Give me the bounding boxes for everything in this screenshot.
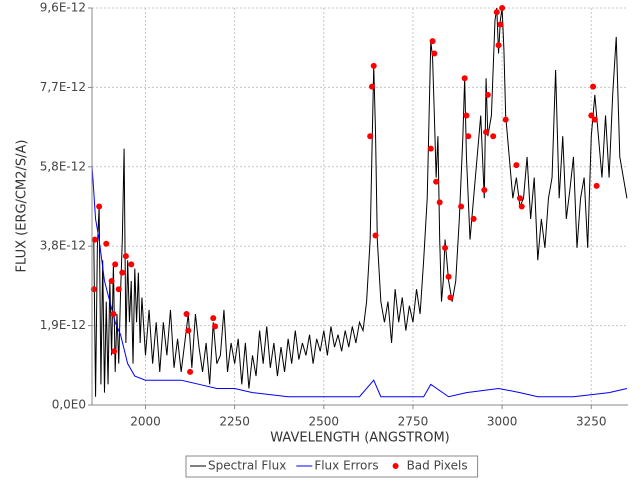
x-axis-title: WAVELENGTH (ANGSTROM) bbox=[270, 431, 449, 446]
bad-pixel-point bbox=[495, 42, 502, 49]
bad-pixel-point bbox=[591, 116, 598, 123]
bad-pixel-point bbox=[483, 129, 490, 136]
bad-pixel-point bbox=[429, 38, 436, 45]
bad-pixel-point bbox=[210, 315, 217, 322]
bad-pixel-point bbox=[91, 236, 98, 243]
legend-label: Bad Pixels bbox=[407, 459, 468, 473]
bad-pixel-point bbox=[115, 286, 122, 293]
y-tick-label: 0,0E0 bbox=[52, 398, 86, 412]
bad-pixel-point bbox=[128, 261, 135, 268]
x-tick-label: 3250 bbox=[576, 415, 607, 429]
y-tick-label: 7,7E-12 bbox=[40, 80, 86, 94]
bad-pixel-point bbox=[431, 50, 438, 57]
bad-pixel-point bbox=[499, 5, 506, 11]
bad-pixel-point bbox=[103, 240, 110, 247]
bad-pixel-point bbox=[187, 368, 194, 375]
bad-pixel-point bbox=[433, 178, 440, 185]
bad-pixel-point bbox=[518, 203, 525, 210]
bad-pixel-point bbox=[96, 203, 103, 210]
x-tick-label: 2250 bbox=[219, 415, 250, 429]
bad-pixel-point bbox=[588, 112, 595, 119]
bad-pixel-point bbox=[497, 21, 504, 28]
bad-pixel-point bbox=[481, 186, 488, 193]
bad-pixel-point bbox=[590, 83, 597, 90]
legend-label: Spectral Flux bbox=[208, 459, 286, 473]
bad-pixel-point bbox=[493, 9, 500, 16]
bad-pixel-point bbox=[368, 83, 375, 90]
y-tick-label: 9,6E-12 bbox=[40, 1, 86, 15]
y-tick-label: 5,8E-12 bbox=[40, 159, 86, 173]
bad-pixel-point bbox=[470, 215, 477, 222]
bad-pixel-point bbox=[185, 327, 192, 334]
bad-pixel-point bbox=[119, 269, 126, 276]
x-tick-label: 2750 bbox=[398, 415, 429, 429]
bad-pixel-point bbox=[490, 133, 497, 140]
x-tick-label: 2000 bbox=[130, 415, 161, 429]
bad-pixel-point bbox=[108, 277, 115, 284]
bad-pixel-point bbox=[212, 323, 219, 330]
x-tick-label: 3000 bbox=[487, 415, 518, 429]
legend-swatch bbox=[392, 463, 399, 469]
bad-pixel-point bbox=[516, 195, 523, 202]
bad-pixel-point bbox=[372, 232, 379, 239]
bad-pixel-point bbox=[593, 182, 600, 189]
bad-pixel-point bbox=[445, 273, 452, 280]
bad-pixel-point bbox=[112, 261, 119, 268]
bad-pixel-point bbox=[436, 199, 443, 206]
y-tick-label: 1,9E-12 bbox=[40, 318, 86, 332]
bad-pixel-point bbox=[458, 203, 465, 210]
legend-label: Flux Errors bbox=[314, 459, 378, 473]
bad-pixel-point bbox=[370, 62, 377, 69]
bad-pixel-point bbox=[427, 145, 434, 152]
bad-pixel-point bbox=[465, 133, 472, 140]
bad-pixel-point bbox=[463, 112, 470, 119]
bad-pixel-point bbox=[502, 116, 509, 123]
plot-area bbox=[92, 8, 628, 405]
bad-pixel-point bbox=[111, 348, 118, 355]
series-line bbox=[93, 8, 628, 397]
x-tick-label: 2500 bbox=[309, 415, 340, 429]
y-axis-title: FLUX (ERG/CM2/S/A) bbox=[15, 140, 30, 273]
y-tick-label: 3,8E-12 bbox=[40, 239, 86, 253]
bad-pixel-point bbox=[442, 244, 449, 251]
bad-pixel-point bbox=[461, 75, 468, 82]
bad-pixel-point bbox=[484, 91, 491, 98]
bad-pixel-point bbox=[110, 311, 117, 318]
bad-pixel-point bbox=[447, 294, 454, 301]
legend-box bbox=[185, 455, 479, 478]
bad-pixel-point bbox=[183, 311, 190, 318]
bad-pixel-point bbox=[122, 253, 129, 260]
bad-pixel-point bbox=[367, 133, 374, 140]
bad-pixel-point bbox=[513, 162, 520, 169]
series-line bbox=[92, 165, 628, 398]
